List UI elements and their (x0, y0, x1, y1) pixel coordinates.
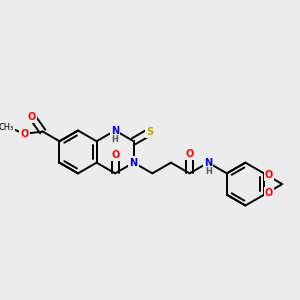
Text: O: O (265, 170, 273, 180)
Text: N: N (111, 125, 119, 136)
Text: O: O (28, 112, 36, 122)
Text: N: N (130, 158, 138, 168)
Text: O: O (20, 129, 29, 139)
Text: CH₃: CH₃ (0, 123, 14, 132)
Text: O: O (265, 188, 273, 198)
Text: S: S (146, 127, 153, 137)
Text: O: O (111, 150, 119, 160)
Text: O: O (185, 149, 194, 159)
Text: H: H (205, 167, 212, 176)
Text: N: N (204, 158, 212, 168)
Text: H: H (112, 135, 118, 144)
